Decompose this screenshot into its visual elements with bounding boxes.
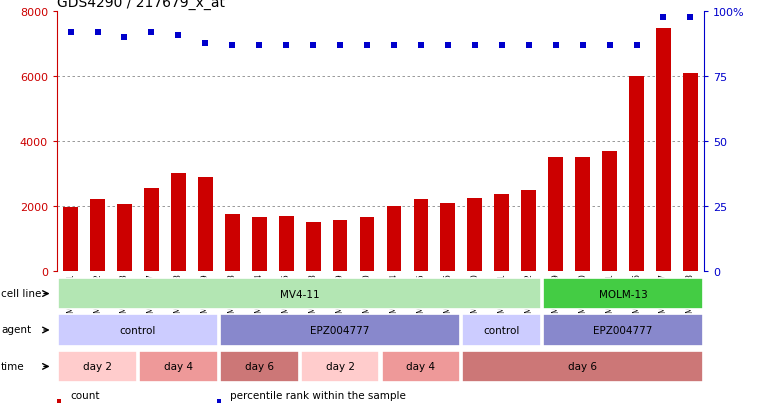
Text: agent: agent [2, 325, 31, 335]
Point [658, 14, 670, 21]
Bar [63, 208, 78, 271]
Point [307, 43, 319, 49]
Bar [441, 203, 455, 271]
Bar [360, 218, 374, 271]
Bar [220, 314, 460, 346]
Point [684, 14, 696, 21]
Text: EPZ004777: EPZ004777 [310, 325, 370, 335]
Text: day 2: day 2 [83, 361, 112, 372]
Bar [171, 174, 186, 271]
Bar [252, 218, 266, 271]
Point [415, 43, 427, 49]
Bar [58, 278, 541, 310]
Bar [333, 221, 348, 271]
Point [226, 43, 238, 49]
Point [253, 43, 266, 49]
Bar [602, 151, 617, 271]
Point [65, 30, 77, 36]
Point [442, 43, 454, 49]
Text: GDS4290 / 217679_x_at: GDS4290 / 217679_x_at [57, 0, 225, 10]
Bar [57, 399, 61, 403]
Bar [144, 188, 159, 271]
Point [145, 30, 158, 36]
Bar [548, 158, 563, 271]
Bar [629, 77, 644, 271]
Bar [198, 177, 213, 271]
Bar [306, 223, 320, 271]
Point [388, 43, 400, 49]
Text: time: time [2, 361, 25, 371]
Text: cell line: cell line [2, 288, 42, 298]
Bar [301, 351, 380, 382]
Bar [575, 158, 590, 271]
Point [91, 30, 103, 36]
Bar [656, 28, 671, 271]
Text: percentile rank within the sample: percentile rank within the sample [230, 390, 406, 400]
Text: MOLM-13: MOLM-13 [599, 289, 648, 299]
Bar [495, 195, 509, 271]
Point [334, 43, 346, 49]
Text: EPZ004777: EPZ004777 [594, 325, 653, 335]
Bar [90, 200, 105, 271]
Bar [413, 200, 428, 271]
Bar [463, 314, 541, 346]
Bar [543, 314, 703, 346]
Text: day 4: day 4 [406, 361, 435, 372]
Bar [117, 205, 132, 271]
Point [630, 43, 642, 49]
Point [361, 43, 373, 49]
Point [280, 43, 292, 49]
Bar [543, 278, 703, 310]
Text: MV4-11: MV4-11 [280, 289, 320, 299]
Bar [139, 351, 218, 382]
Text: control: control [119, 325, 156, 335]
Bar [521, 190, 537, 271]
Point [172, 32, 184, 39]
Bar [58, 314, 218, 346]
Text: day 2: day 2 [326, 361, 355, 372]
Text: control: control [483, 325, 520, 335]
Bar [381, 351, 460, 382]
Point [495, 43, 508, 49]
Bar [220, 351, 298, 382]
Bar [217, 399, 221, 403]
Point [523, 43, 535, 49]
Bar [387, 206, 401, 271]
Bar [224, 214, 240, 271]
Point [469, 43, 481, 49]
Text: day 6: day 6 [568, 361, 597, 372]
Bar [467, 198, 482, 271]
Point [119, 35, 131, 42]
Bar [683, 74, 698, 271]
Text: day 6: day 6 [245, 361, 274, 372]
Point [199, 40, 212, 47]
Point [549, 43, 562, 49]
Text: day 4: day 4 [164, 361, 193, 372]
Bar [463, 351, 703, 382]
Bar [58, 351, 137, 382]
Text: count: count [70, 390, 100, 400]
Bar [279, 216, 294, 271]
Point [603, 43, 616, 49]
Point [577, 43, 589, 49]
